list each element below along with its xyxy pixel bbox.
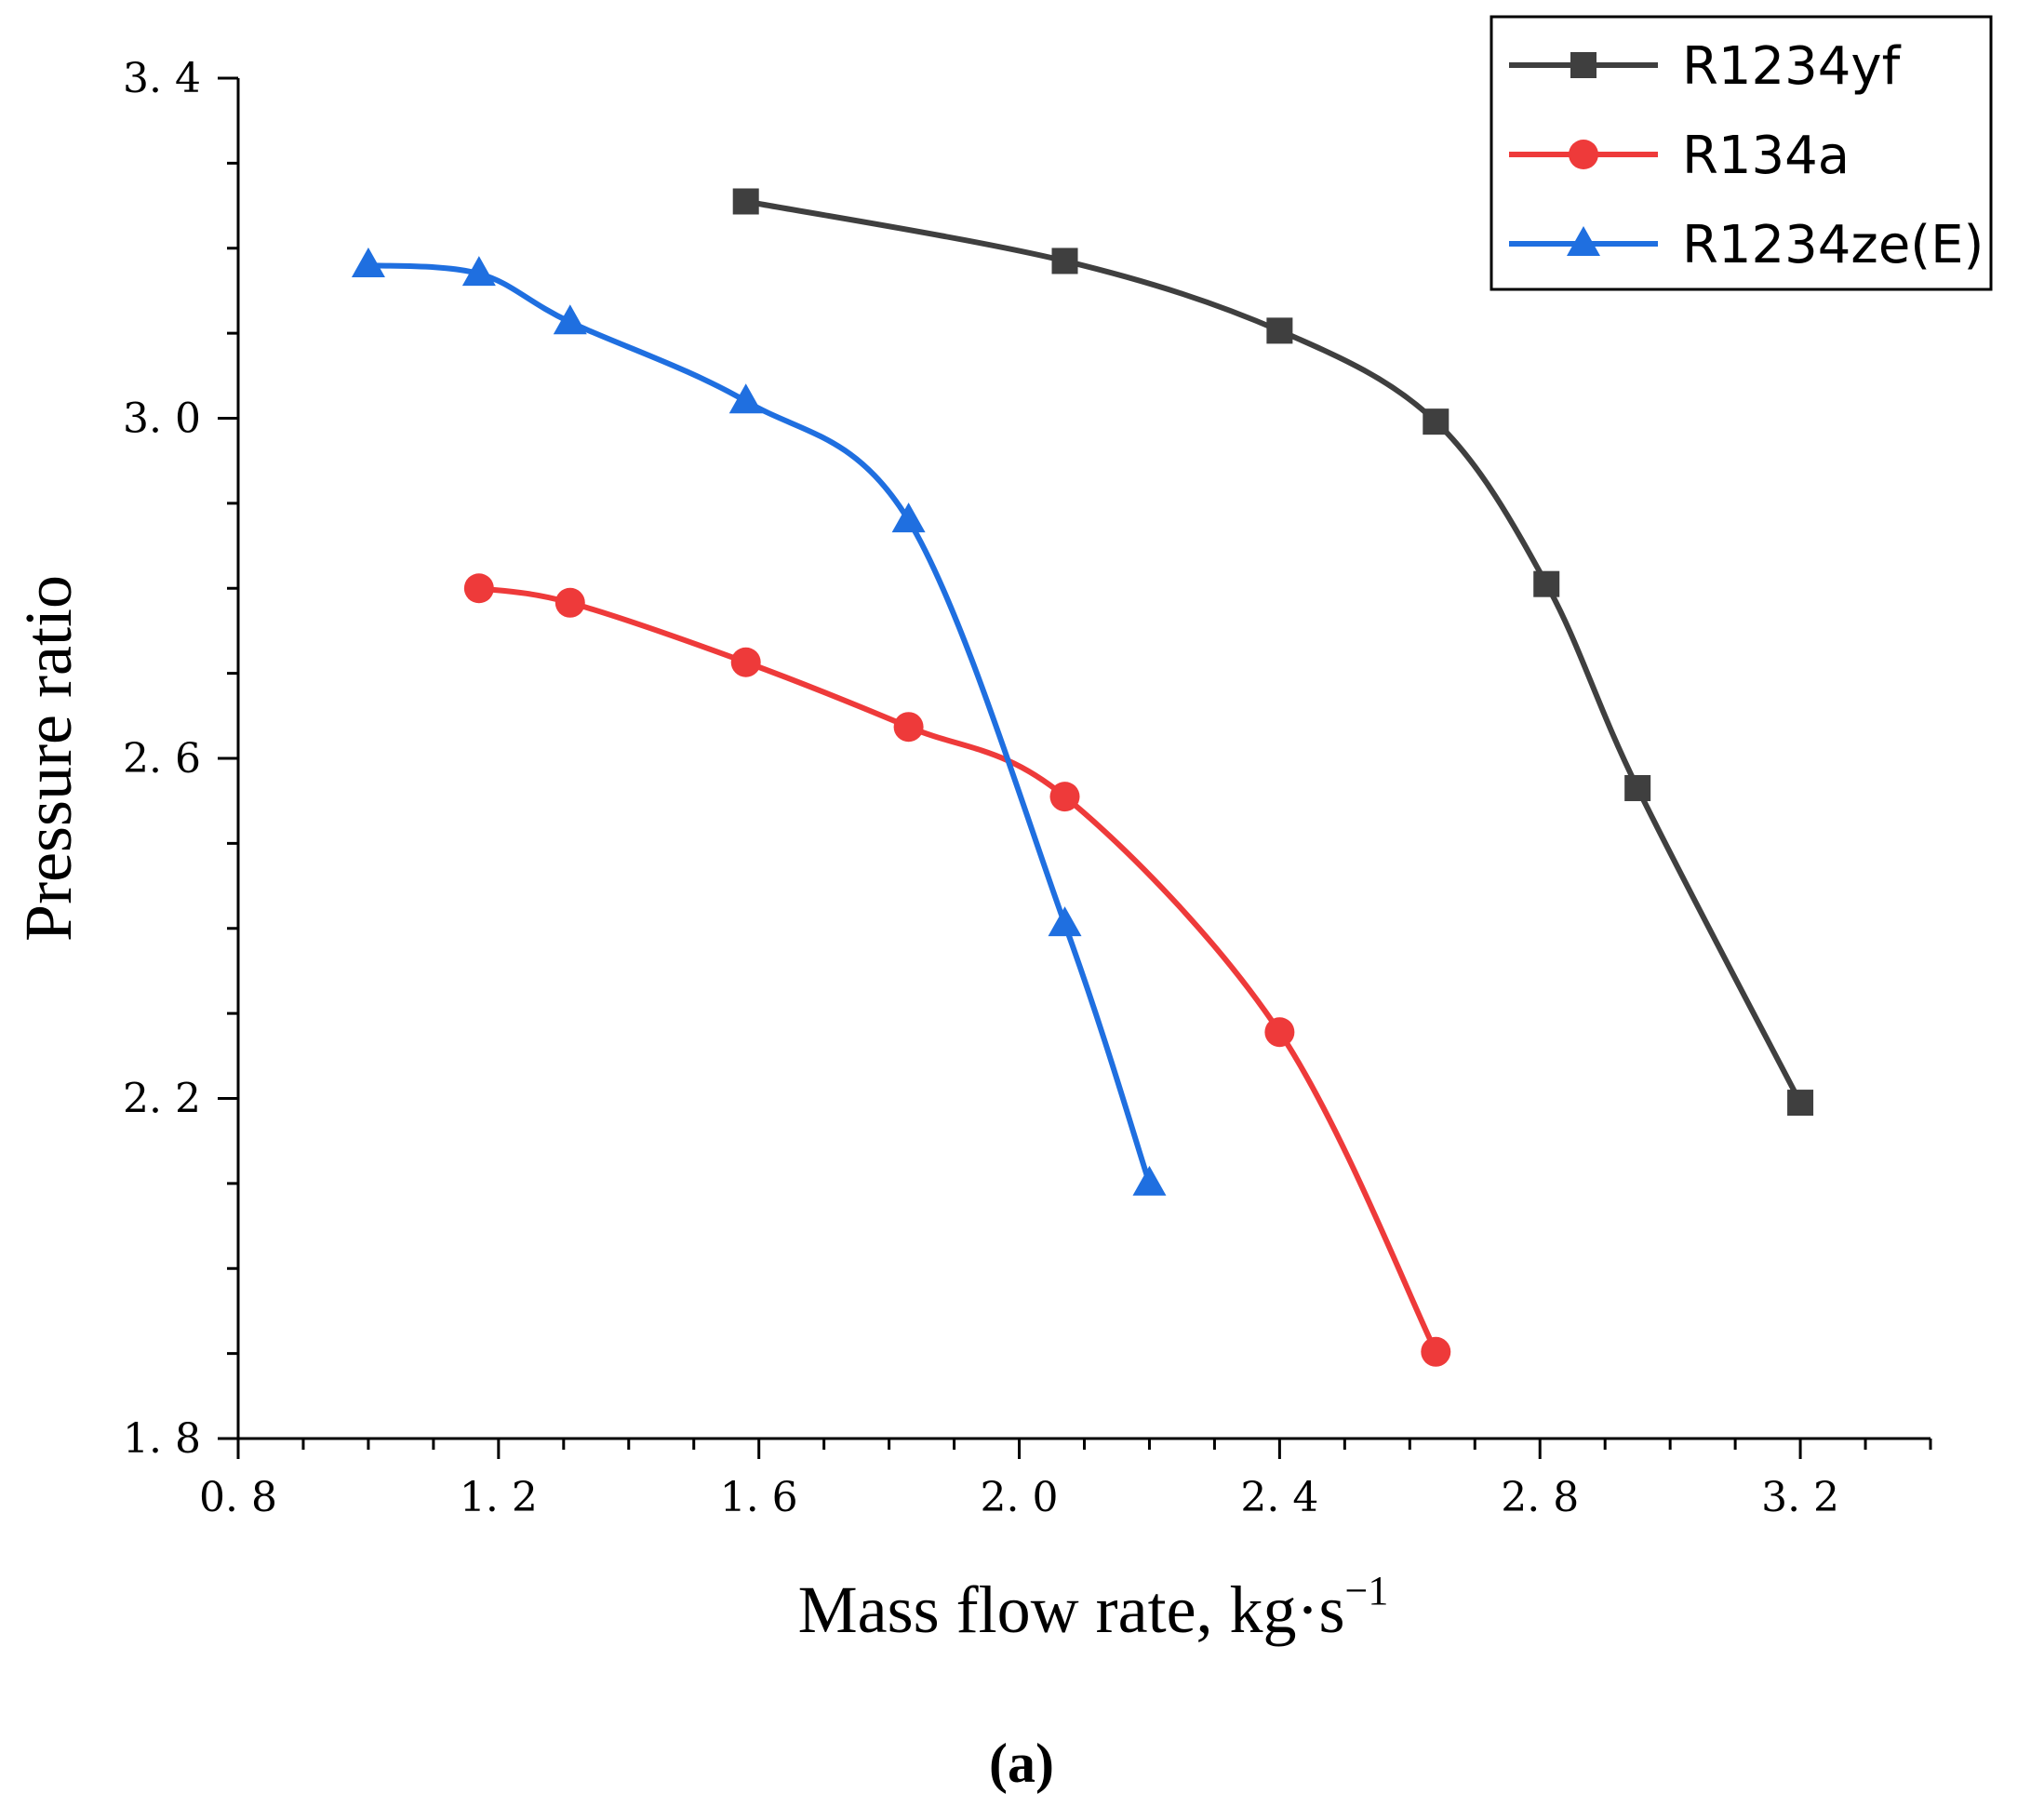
x-ticks bbox=[236, 1439, 1932, 1459]
y-ticks bbox=[218, 76, 238, 1440]
y-tick-label: 3. 4 bbox=[123, 55, 201, 102]
data-point-r1234yf bbox=[1787, 1090, 1814, 1117]
legend-marker bbox=[1569, 140, 1598, 169]
y-tick-labels: 1. 8 2. 2 2. 6 3. 0 3. 4 bbox=[123, 55, 201, 1463]
data-point-r1234yf bbox=[732, 188, 759, 215]
x-tick-label: 0. 8 bbox=[199, 1474, 277, 1521]
legend-marker bbox=[1570, 52, 1596, 78]
data-point-r1234yf bbox=[1266, 317, 1293, 344]
x-tick-label: 1. 2 bbox=[460, 1474, 538, 1521]
y-tick-label: 1. 8 bbox=[123, 1415, 201, 1463]
y-tick-label: 3. 0 bbox=[123, 395, 201, 443]
data-point-r134a bbox=[730, 647, 761, 677]
data-point-r1234ze-e bbox=[891, 502, 926, 533]
data-point-r1234ze-e bbox=[351, 248, 385, 278]
data-point-r1234ze-e bbox=[1048, 906, 1082, 937]
x-tick-labels: 0. 8 1. 2 1. 6 2. 0 2. 4 2. 8 3. 2 bbox=[199, 1474, 1839, 1521]
legend-label: R134a bbox=[1682, 126, 1850, 186]
series-markers bbox=[351, 188, 1814, 1367]
data-point-r134a bbox=[1049, 782, 1080, 812]
x-tick-label: 3. 2 bbox=[1761, 1474, 1839, 1521]
y-axis-title: Pressure ratio bbox=[11, 575, 86, 942]
legend-label: R1234yf bbox=[1682, 36, 1902, 97]
series-line-r134a bbox=[475, 585, 1439, 1355]
data-point-r1234ze-e bbox=[1132, 1165, 1167, 1196]
data-point-r134a bbox=[554, 587, 585, 618]
legend-item-r1234ze-e: R1234ze(E) bbox=[1509, 215, 1984, 275]
legend: R1234yf R134a R1234ze(E) bbox=[1490, 15, 1993, 291]
data-point-r1234yf bbox=[1051, 248, 1078, 274]
data-point-r134a bbox=[1264, 1017, 1295, 1048]
series-curves bbox=[365, 198, 1804, 1355]
series-line-r1234ze-e bbox=[365, 262, 1153, 1186]
legend-item-r1234yf: R1234yf bbox=[1509, 36, 1902, 97]
x-tick-label: 2. 8 bbox=[1501, 1474, 1579, 1521]
legend-item-r134a: R134a bbox=[1509, 126, 1850, 186]
legend-marker bbox=[1567, 226, 1600, 256]
x-axis-title: Mass flow rate, kg·s−1 bbox=[798, 1568, 1389, 1647]
x-tick-label: 2. 0 bbox=[981, 1474, 1059, 1521]
data-point-r1234ze-e bbox=[553, 304, 587, 335]
y-tick-label: 2. 6 bbox=[123, 735, 201, 783]
data-point-r1234yf bbox=[1533, 570, 1560, 597]
data-point-r1234ze-e bbox=[461, 256, 496, 287]
y-tick-label: 2. 2 bbox=[123, 1076, 201, 1123]
x-axis-title-superscript: −1 bbox=[1345, 1568, 1389, 1613]
data-point-r134a bbox=[1421, 1336, 1451, 1367]
x-tick-label: 1. 6 bbox=[720, 1474, 798, 1521]
legend-label: R1234ze(E) bbox=[1682, 215, 1984, 275]
panel-label: (a) bbox=[989, 1733, 1054, 1794]
data-point-r134a bbox=[463, 573, 494, 604]
data-point-r1234ze-e bbox=[728, 383, 763, 414]
data-point-r1234yf bbox=[1624, 774, 1651, 801]
data-point-r1234yf bbox=[1423, 408, 1450, 435]
x-tick-label: 2. 4 bbox=[1240, 1474, 1318, 1521]
data-point-r134a bbox=[893, 712, 924, 743]
